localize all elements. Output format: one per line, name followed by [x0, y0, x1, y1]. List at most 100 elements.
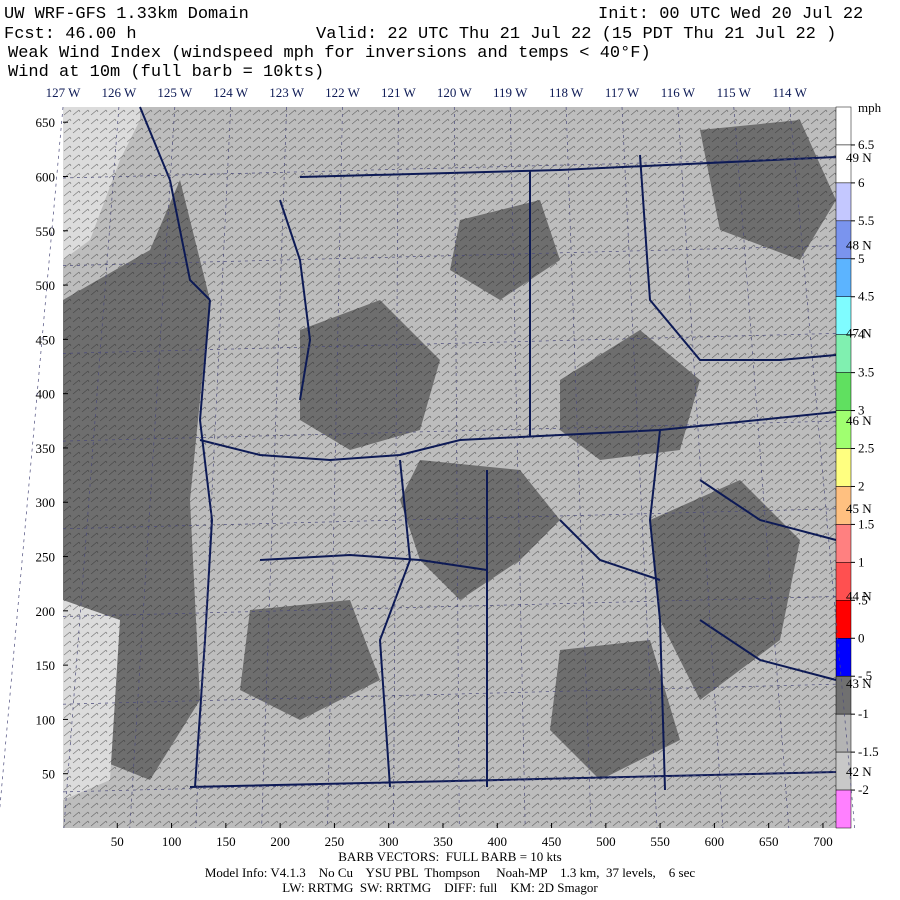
colorbar: 6.565.554.543.532.521.51.50-.5-1-1.5-2 — [835, 106, 879, 829]
y-tick-label: 600 — [36, 169, 56, 184]
colorbar-unit: mph — [858, 100, 882, 115]
parallel — [62, 333, 837, 354]
colorbar-swatch — [835, 713, 852, 753]
y-tick-label: 150 — [36, 658, 56, 673]
colorbar-label: 1.5 — [858, 516, 874, 531]
latitude-label: 43 N — [846, 676, 872, 691]
y-tick-label: 450 — [36, 332, 56, 347]
colorbar-label: 6 — [858, 175, 865, 190]
x-tick-label: 150 — [216, 834, 236, 849]
y-tick-label: 550 — [36, 224, 56, 239]
header: UW WRF-GFS 1.33km Domain Init: 00 UTC We… — [4, 5, 863, 82]
colorbar-swatch — [835, 372, 852, 411]
init-time: Init: 00 UTC Wed 20 Jul 22 — [598, 5, 863, 24]
y-tick-label: 500 — [36, 278, 56, 293]
latitude-label: 49 N — [846, 150, 872, 165]
meridian — [0, 106, 64, 810]
y-tick-label: 100 — [36, 712, 56, 727]
latitude-label: 42 N — [846, 764, 872, 779]
boundaries — [139, 106, 837, 791]
longitude-label: 125 W — [157, 85, 193, 100]
colorbar-label: 1 — [858, 554, 865, 569]
colorbar-swatch — [835, 524, 852, 563]
valid-time: Valid: 22 UTC Thu 21 Jul 22 (15 PDT Thu … — [316, 25, 836, 44]
forecast-hour: Fcst: 46.00 h — [4, 25, 137, 44]
x-tick-label: 600 — [705, 834, 725, 849]
model-info: Model Info: V4.1.3 No Cu YSU PBL Thompso… — [205, 865, 695, 880]
x-tick-label: 250 — [325, 834, 345, 849]
x-tick-label: 550 — [650, 834, 670, 849]
longitude-label: 118 W — [549, 85, 584, 100]
meridian — [565, 106, 592, 829]
x-tick-label: 450 — [542, 834, 562, 849]
colorbar-swatch — [835, 789, 852, 829]
colorbar-label: .5 — [858, 592, 868, 607]
parallel — [62, 157, 837, 179]
meridian — [393, 106, 399, 829]
longitude-label: 121 W — [381, 85, 417, 100]
x-tick-label: 100 — [162, 834, 182, 849]
parallel — [62, 596, 837, 617]
meridian — [509, 106, 526, 829]
meridian — [195, 106, 232, 829]
latitude-label: 47 N — [846, 325, 872, 340]
physics-info: LW: RRTMG SW: RRTMG DIFF: full KM: 2D Sm… — [282, 880, 598, 895]
wind-barbs — [63, 107, 836, 828]
meridian — [63, 106, 120, 829]
x-tick-label: 400 — [488, 834, 508, 849]
longitude-label: 114 W — [773, 85, 808, 100]
y-tick-label: 300 — [36, 495, 56, 510]
x-tick-label: 300 — [379, 834, 399, 849]
longitude-label: 115 W — [717, 85, 752, 100]
colorbar-swatch — [835, 600, 852, 639]
colorbar-label: -.5 — [858, 668, 872, 683]
field-description: Weak Wind Index (windspeed mph for inver… — [8, 44, 651, 63]
colorbar-swatch — [835, 182, 852, 222]
colorbar-label: 4 — [858, 327, 865, 342]
x-tick-label: 500 — [596, 834, 616, 849]
colorbar-label: 3 — [858, 403, 865, 418]
parallel — [62, 245, 837, 267]
colorbar-label: 6.5 — [858, 137, 874, 152]
x-tick-label: 50 — [111, 834, 124, 849]
longitude-label: 116 W — [661, 85, 696, 100]
longitude-label: 124 W — [213, 85, 249, 100]
y-tick-label: 200 — [36, 604, 56, 619]
latitude-label: 45 N — [846, 501, 872, 516]
footer: BARB VECTORS: FULL BARB = 10 kts Model I… — [205, 849, 695, 895]
colorbar-label: 2 — [858, 478, 865, 493]
longitude-label: 117 W — [605, 85, 640, 100]
longitude-label: 120 W — [437, 85, 473, 100]
wind-description: Wind at 10m (full barb = 10kts) — [8, 63, 324, 82]
meridian — [789, 106, 856, 829]
title: UW WRF-GFS 1.33km Domain — [4, 5, 249, 24]
meridian — [677, 106, 724, 829]
x-tick-label: 700 — [813, 834, 833, 849]
colorbar-label: -1 — [858, 706, 869, 721]
x-tick-label: 650 — [759, 834, 779, 849]
parallel — [62, 771, 837, 793]
map — [63, 106, 837, 828]
meridian — [129, 106, 176, 829]
parallel — [62, 508, 837, 530]
meridian — [621, 106, 658, 829]
colorbar-label: -1.5 — [858, 744, 879, 759]
colorbar-label: 4.5 — [858, 289, 874, 304]
longitude-label: 119 W — [493, 85, 528, 100]
meridian — [733, 106, 790, 829]
y-tick-label: 250 — [36, 550, 56, 565]
colorbar-swatch — [835, 258, 852, 297]
parallel — [62, 683, 837, 705]
barb-note: BARB VECTORS: FULL BARB = 10 kts — [338, 849, 561, 864]
parallel — [62, 420, 837, 442]
longitude-label: 122 W — [325, 85, 361, 100]
x-tick-label: 350 — [433, 834, 453, 849]
meridian — [261, 106, 287, 829]
x-tick-label: 200 — [270, 834, 290, 849]
y-tick-label: 400 — [36, 387, 56, 402]
latitude-label: 46 N — [846, 413, 872, 428]
longitude-label: 123 W — [269, 85, 305, 100]
